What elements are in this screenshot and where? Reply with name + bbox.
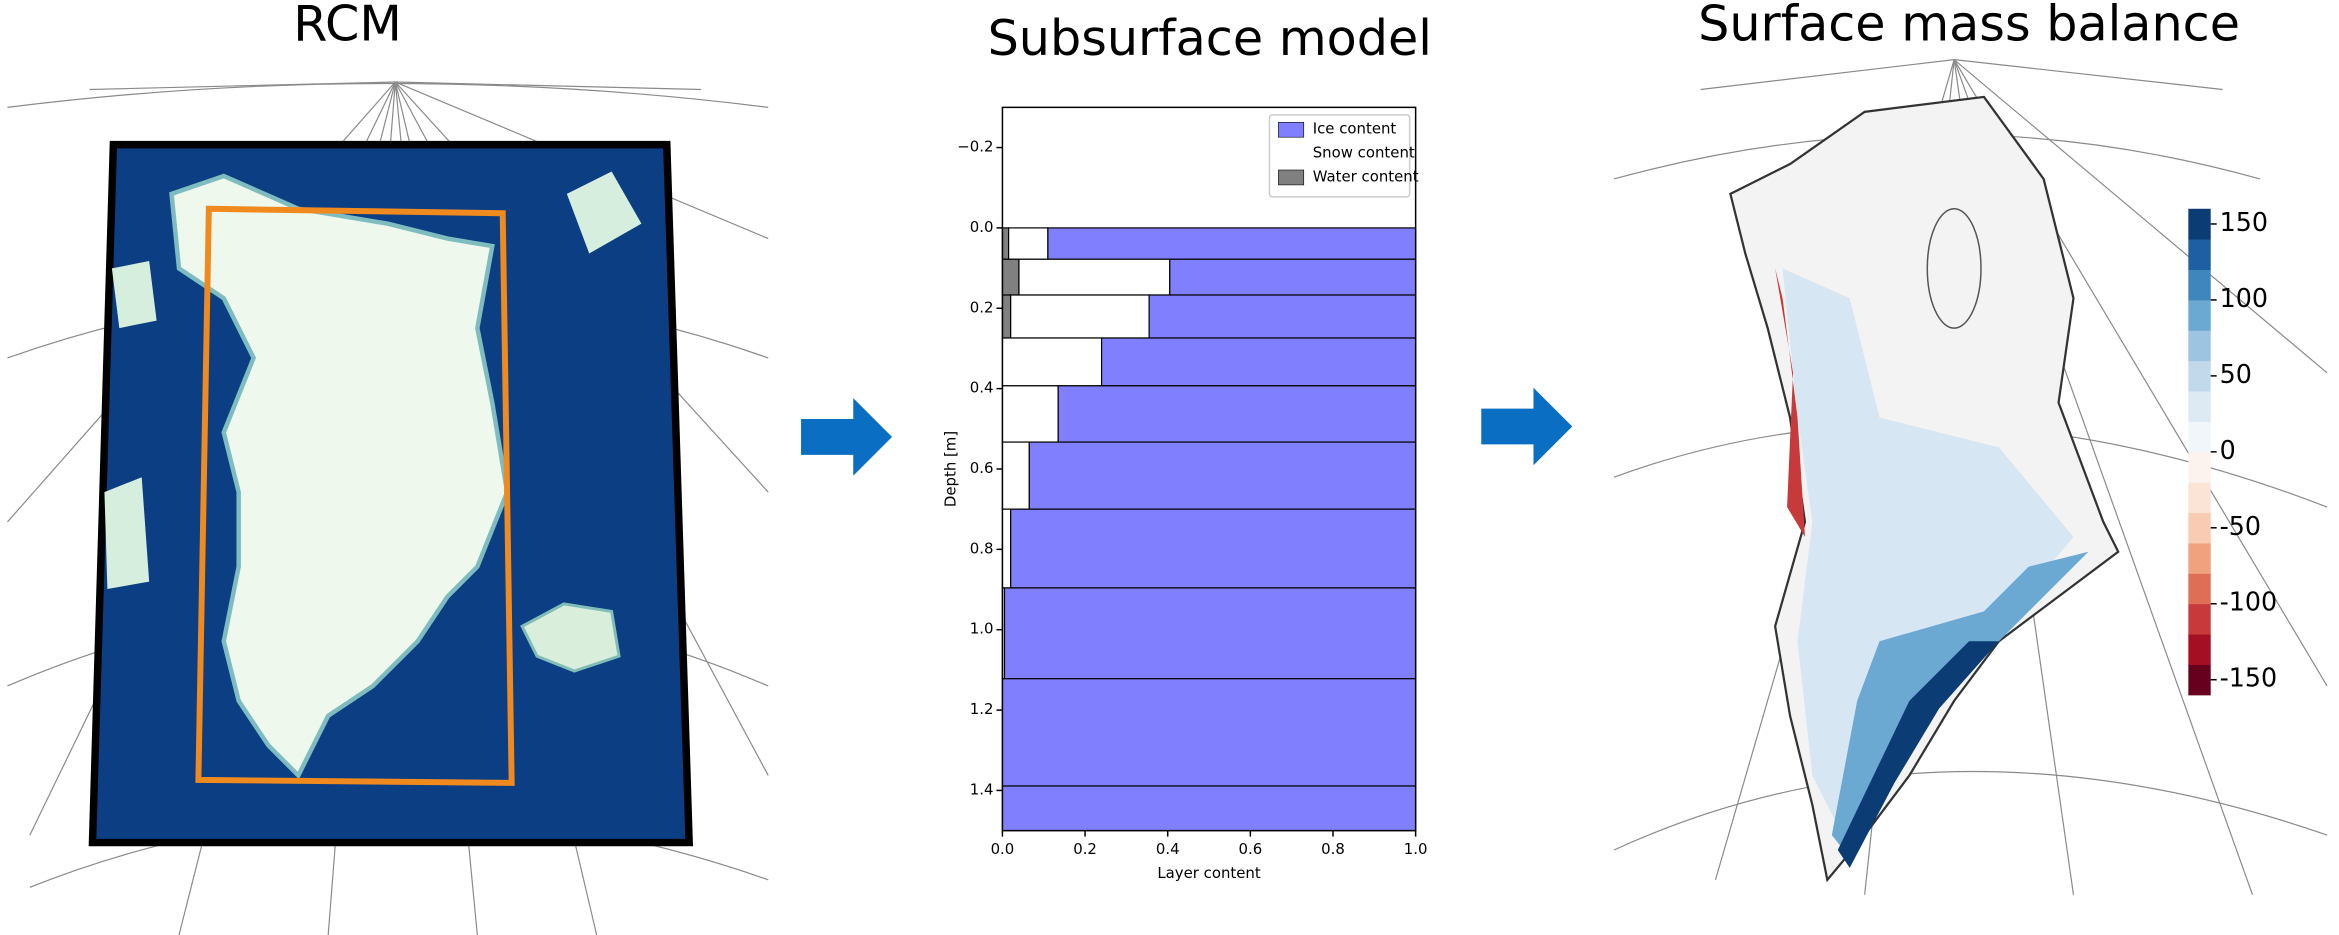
y-axis-label: Depth [m] — [942, 431, 960, 507]
y-tick-label: −0.2 — [957, 138, 993, 156]
legend-swatch — [1278, 170, 1303, 185]
bar-segment — [1048, 228, 1416, 259]
colorbar-bin — [2188, 421, 2210, 452]
bar-segment — [1002, 338, 1101, 386]
colorbar-bin — [2188, 513, 2210, 544]
colorbar: 150 100 50 0 -50 -100 -150 — [2188, 207, 2277, 695]
colorbar-bin — [2188, 361, 2210, 392]
bar-segment — [1002, 442, 1029, 509]
colorbar-bin — [2188, 482, 2210, 513]
bar-segment — [1002, 786, 1415, 831]
x-tick-label: 0.4 — [1156, 840, 1180, 858]
bar-segment — [1004, 588, 1415, 679]
x-tick-label: 0.2 — [1073, 840, 1097, 858]
y-tick-label: 0.2 — [970, 298, 994, 316]
colorbar-bin — [2188, 209, 2210, 240]
legend-swatch — [1278, 122, 1303, 137]
colorbar-bin — [2188, 634, 2210, 665]
bar-segment — [1019, 259, 1170, 295]
colorbar-bin — [2188, 604, 2210, 635]
bar-segment — [1002, 386, 1058, 442]
colorbar-tick-label: 100 — [2220, 283, 2268, 313]
y-tick-label: 0.4 — [970, 379, 994, 397]
bar-segment — [1009, 228, 1048, 259]
colorbar-bin — [2188, 573, 2210, 604]
colorbar-tick-label: -150 — [2220, 663, 2278, 693]
legend-label: Ice content — [1313, 120, 1397, 138]
bar-segment — [1170, 259, 1416, 295]
legend-swatch — [1278, 146, 1303, 161]
colorbar-bin — [2188, 270, 2210, 301]
y-tick-label: 0.8 — [970, 539, 994, 557]
panel-title: RCM — [293, 0, 402, 52]
arrow — [801, 398, 892, 476]
bar-segment — [1002, 295, 1010, 338]
colorbar-tick-label: 50 — [2220, 359, 2252, 389]
bar-segment — [1011, 509, 1416, 588]
y-tick-label: 1.0 — [970, 620, 994, 638]
colorbar-bin — [2188, 543, 2210, 574]
bar-segment — [1149, 295, 1416, 338]
colorbar-tick-label: 150 — [2220, 207, 2268, 237]
bar-segment — [1002, 679, 1415, 786]
bar-segment — [1029, 442, 1415, 509]
panel-title: Surface mass balance — [1698, 0, 2240, 52]
bar-segment — [1011, 295, 1149, 338]
colorbar-bin — [2188, 300, 2210, 331]
subsurface-chart: −0.2 0.0 0.2 0.4 0.6 0.8 1.0 1.2 1.4 0.0 0.2 0.4 0.6… — [942, 107, 1428, 881]
panel-title: Subsurface model — [988, 9, 1432, 67]
colorbar-tick-label: -50 — [2220, 511, 2261, 541]
bar-segment — [1002, 509, 1010, 588]
bar-segment — [1058, 386, 1415, 442]
colorbar-tick-label: 0 — [2220, 435, 2236, 465]
legend-label: Snow content — [1313, 144, 1415, 162]
x-axis-label: Layer content — [1157, 864, 1261, 882]
x-tick-label: 1.0 — [1404, 840, 1428, 858]
y-tick-label: 0.6 — [970, 459, 994, 477]
colorbar-bin — [2188, 330, 2210, 361]
bar-segment — [1002, 228, 1008, 259]
colorbar-bin — [2188, 665, 2210, 696]
x-tick-label: 0.0 — [991, 840, 1015, 858]
x-tick-label: 0.8 — [1321, 840, 1345, 858]
rcm-map — [7, 82, 768, 935]
y-tick-label: 0.0 — [970, 218, 994, 236]
colorbar-bin — [2188, 239, 2210, 270]
legend-label: Water content — [1313, 167, 1419, 185]
bar-segment — [1002, 259, 1019, 295]
x-tick-label: 0.6 — [1238, 840, 1262, 858]
colorbar-tick-label: -100 — [2220, 587, 2278, 617]
colorbar-bin — [2188, 452, 2210, 483]
smb-map — [1614, 60, 2327, 895]
y-tick-label: 1.2 — [970, 700, 994, 718]
y-tick-label: 1.4 — [970, 780, 994, 798]
arrow — [1481, 388, 1572, 466]
bar-segment — [1102, 338, 1416, 386]
colorbar-bin — [2188, 391, 2210, 422]
figure: RCM Subsurface model Surface mass balanc… — [0, 0, 2339, 935]
